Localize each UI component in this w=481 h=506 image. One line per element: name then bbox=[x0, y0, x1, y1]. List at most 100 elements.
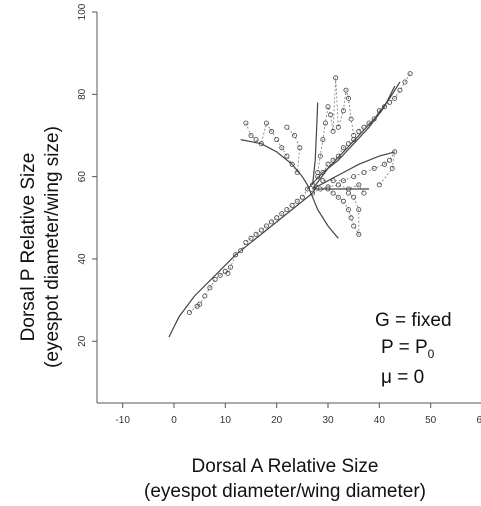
trajectory-line-1 bbox=[312, 73, 411, 186]
data-point bbox=[397, 87, 403, 93]
y-tick-label: 20 bbox=[77, 335, 88, 347]
trend-line-4 bbox=[312, 151, 395, 190]
data-point bbox=[320, 169, 326, 175]
x-axis-subtitle: (eyespot diameter/wing diameter) bbox=[144, 481, 426, 502]
y-tick-label: 40 bbox=[77, 253, 88, 265]
data-point bbox=[325, 186, 331, 192]
x-tick-label: 40 bbox=[374, 415, 386, 426]
data-point bbox=[274, 215, 280, 221]
data-point bbox=[333, 75, 339, 81]
data-point bbox=[345, 207, 351, 213]
data-point bbox=[186, 309, 192, 315]
data-point bbox=[389, 165, 395, 171]
annotation-p-main: P = P bbox=[381, 337, 428, 358]
data-point bbox=[335, 124, 341, 130]
data-point bbox=[371, 165, 377, 171]
trend-line-3 bbox=[312, 102, 319, 185]
data-point bbox=[310, 182, 316, 188]
trend-lines bbox=[168, 81, 401, 338]
data-point bbox=[253, 231, 259, 237]
data-point bbox=[284, 124, 290, 130]
data-point bbox=[320, 137, 326, 143]
data-point bbox=[387, 100, 393, 106]
data-point bbox=[335, 194, 341, 200]
data-point bbox=[233, 252, 239, 258]
y-axis-subtitle: (eyespot diameter/wing size) bbox=[42, 126, 63, 368]
data-point bbox=[227, 264, 233, 270]
data-point bbox=[345, 95, 351, 101]
data-point bbox=[345, 186, 351, 192]
data-point bbox=[392, 149, 398, 155]
x-tick-label: 0 bbox=[171, 415, 177, 426]
data-point bbox=[348, 215, 354, 221]
y-tick-label: 60 bbox=[77, 171, 88, 183]
data-point bbox=[340, 178, 346, 184]
x-tick-label: 20 bbox=[271, 415, 283, 426]
data-point bbox=[263, 223, 269, 229]
data-point bbox=[284, 153, 290, 159]
annotation-p-subscript: 0 bbox=[428, 347, 435, 361]
data-point bbox=[340, 145, 346, 151]
data-point bbox=[381, 161, 387, 167]
data-point bbox=[356, 231, 362, 237]
data-points bbox=[186, 71, 413, 315]
data-point bbox=[322, 120, 328, 126]
data-point bbox=[284, 207, 290, 213]
data-point bbox=[315, 169, 321, 175]
data-point bbox=[297, 145, 303, 151]
data-point bbox=[202, 293, 208, 299]
data-point bbox=[310, 190, 316, 196]
x-tick-label: 60 bbox=[476, 415, 481, 426]
data-point bbox=[335, 153, 341, 159]
y-axis-title: Dorsal P Relative Size bbox=[18, 153, 39, 342]
data-point bbox=[361, 190, 367, 196]
data-point bbox=[238, 248, 244, 254]
data-point bbox=[351, 132, 357, 138]
plot-axes: -10 0 10 20 30 40 50 60 20 40 60 80 100 bbox=[77, 3, 481, 426]
data-point bbox=[330, 178, 336, 184]
data-point bbox=[263, 120, 269, 126]
data-point bbox=[325, 184, 331, 190]
data-point bbox=[304, 186, 310, 192]
data-point bbox=[402, 79, 408, 85]
x-tick-label: 10 bbox=[220, 415, 232, 426]
data-point bbox=[376, 182, 382, 188]
annotation-g-fixed: G = fixed bbox=[375, 310, 452, 331]
data-point bbox=[248, 132, 254, 138]
data-point bbox=[299, 194, 305, 200]
data-point bbox=[268, 219, 274, 225]
data-point bbox=[317, 153, 323, 159]
data-point bbox=[330, 128, 336, 134]
data-point bbox=[356, 182, 362, 188]
data-point bbox=[351, 223, 357, 229]
data-point bbox=[366, 120, 372, 126]
data-point bbox=[320, 178, 326, 184]
data-point bbox=[351, 174, 357, 180]
data-point bbox=[243, 120, 249, 126]
data-point bbox=[345, 141, 351, 147]
trend-line-2 bbox=[312, 81, 401, 190]
data-point bbox=[356, 207, 362, 213]
data-point bbox=[274, 137, 280, 143]
trajectory-line-3 bbox=[245, 122, 301, 174]
data-point bbox=[376, 108, 382, 114]
data-point bbox=[294, 169, 300, 175]
data-point bbox=[381, 104, 387, 110]
data-point bbox=[335, 182, 341, 188]
data-point bbox=[279, 145, 285, 151]
data-point bbox=[351, 194, 357, 200]
data-point bbox=[407, 71, 413, 77]
data-point bbox=[348, 116, 354, 122]
data-point bbox=[328, 112, 334, 118]
data-point bbox=[361, 124, 367, 130]
data-point bbox=[356, 128, 362, 134]
data-point bbox=[289, 161, 295, 167]
data-point bbox=[217, 272, 223, 278]
data-point bbox=[343, 87, 349, 93]
trajectory-line-0 bbox=[189, 188, 308, 313]
data-point bbox=[292, 132, 298, 138]
data-point bbox=[330, 157, 336, 163]
data-point bbox=[207, 285, 213, 291]
trend-line-1 bbox=[307, 85, 396, 190]
